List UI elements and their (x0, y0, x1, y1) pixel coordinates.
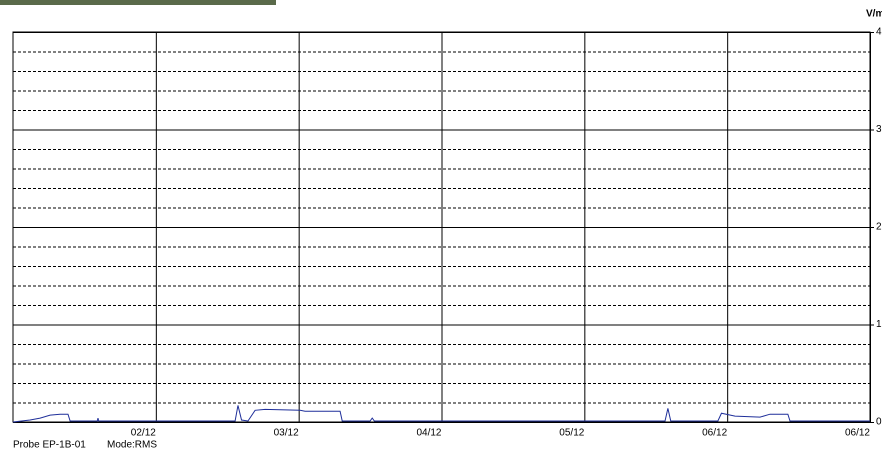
mode-label: Mode:RMS (107, 440, 157, 451)
x-tick-label: 06/12 (845, 428, 870, 439)
chart: V/m Probe EP-1B-01 Mode:RMS 0 1 2 3 4 02/12 03… (0, 0, 882, 451)
x-tick-label: 03/12 (274, 428, 299, 439)
y-tick-label: 2 (876, 222, 882, 233)
y-tick-label: 0 (876, 417, 882, 428)
page: {"chart_data": { "type": "line", "y_unit… (0, 0, 882, 451)
x-tick-label: 04/12 (416, 428, 441, 439)
y-tick-label: 1 (876, 319, 882, 330)
y-tick-label: 4 (876, 27, 882, 38)
y-tick-label: 3 (876, 124, 882, 135)
y-unit-label: V/m (866, 9, 882, 20)
photo-strip (0, 0, 276, 5)
x-tick-label: 05/12 (559, 428, 584, 439)
x-tick-label: 06/12 (702, 428, 727, 439)
probe-label: Probe EP-1B-01 (13, 440, 86, 451)
x-tick-label: 02/12 (131, 428, 156, 439)
